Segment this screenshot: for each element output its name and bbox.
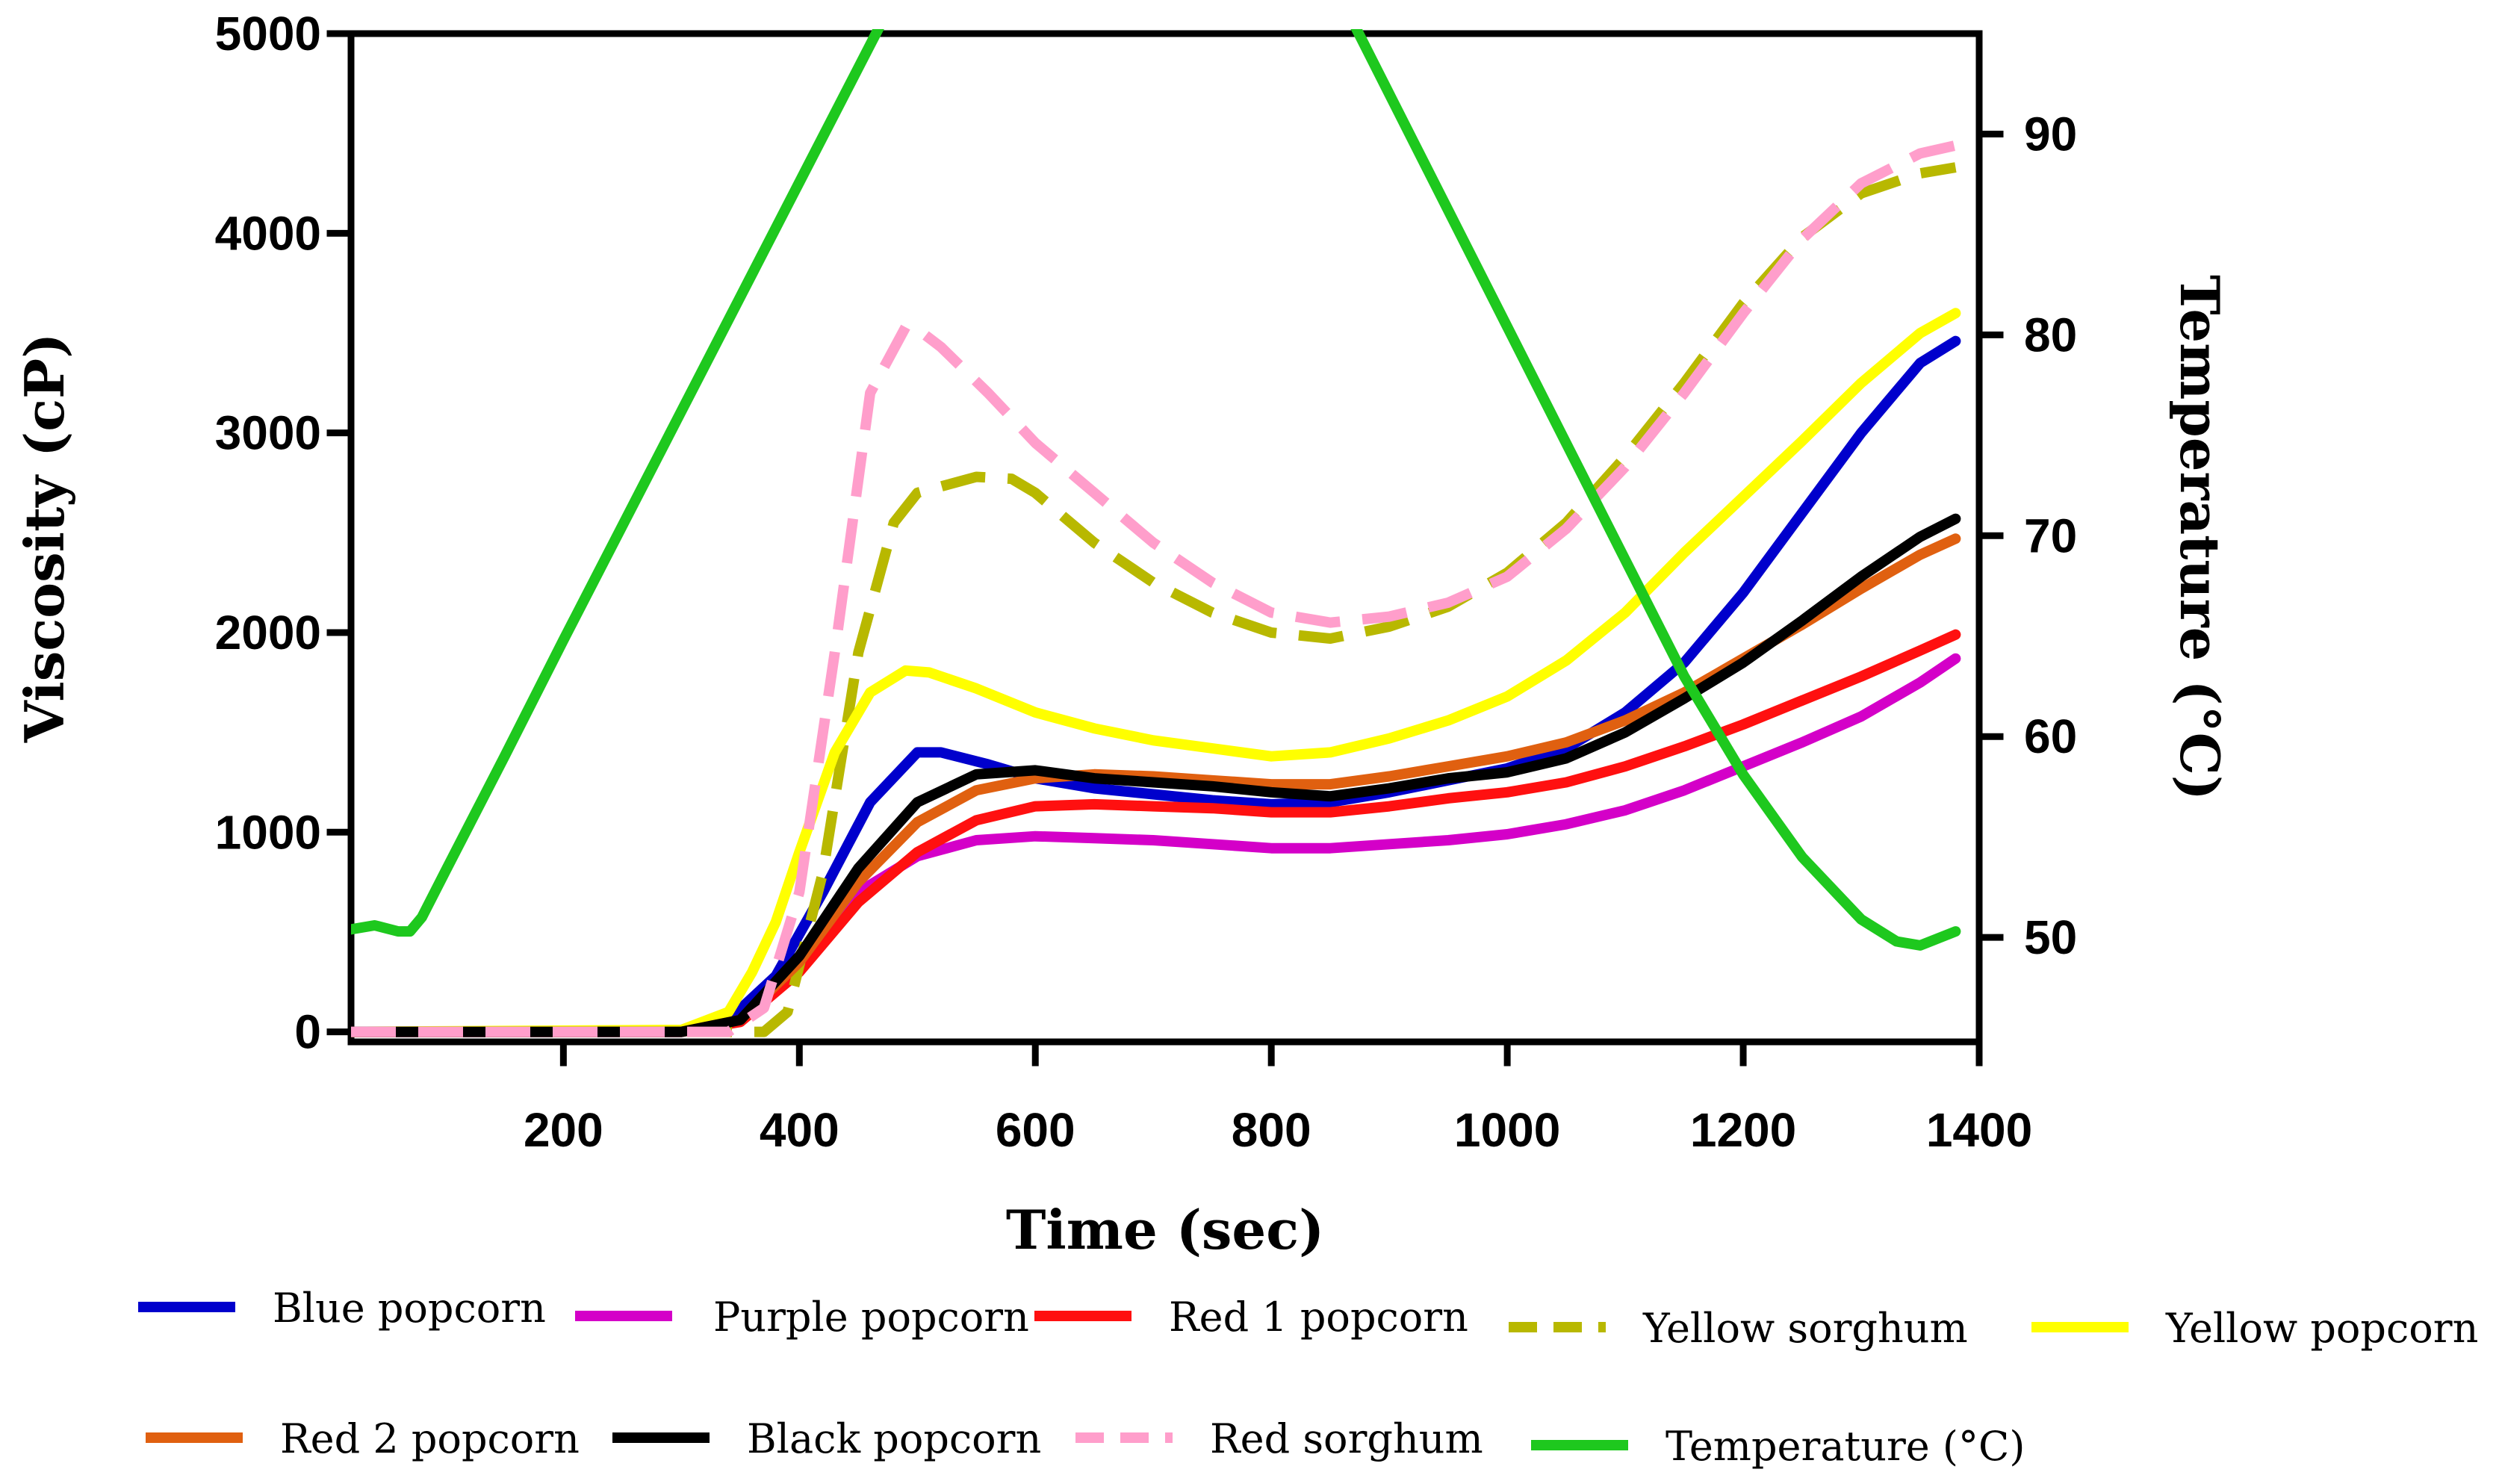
legend-label-purple-popcorn: Purple popcorn [713, 1294, 1029, 1341]
right-y-axis-title: Temperature (°C) [2168, 275, 2232, 801]
x-tick-label: 800 [1232, 1103, 1311, 1157]
series-line-red-1-popcorn [351, 629, 1961, 1037]
series-lines [351, 29, 1961, 1037]
legend-label-black-popcorn: Black popcorn [747, 1415, 1041, 1462]
x-tick-label: 1400 [1926, 1103, 2032, 1157]
left-y-tick-label: 3000 [215, 406, 321, 460]
series-group [351, 29, 1961, 1037]
x-axis-title: Time (sec) [1006, 1198, 1324, 1261]
right-y-tick-label: 90 [2024, 107, 2077, 161]
legend-label-red-2-popcorn: Red 2 popcorn [280, 1415, 580, 1462]
series-line-blue-popcorn [351, 335, 1961, 1037]
axis-labels: Time (sec) Viscosity (cP) Temperature (°… [13, 275, 2232, 1261]
x-tick-label: 200 [524, 1103, 603, 1157]
legend-label-red-sorghum: Red sorghum [1210, 1415, 1483, 1462]
series-line-yellow-popcorn [351, 308, 1961, 1037]
series-line-yellow-sorghum [351, 162, 1957, 1037]
legend: Blue popcorn Purple popcorn Red 1 popcorn Y… [138, 1285, 2478, 1470]
x-tick-label: 1000 [1454, 1103, 1560, 1157]
left-y-tick-label: 2000 [215, 606, 321, 659]
legend-label-yellow-sorghum: Yellow sorghum [1642, 1305, 1968, 1352]
left-y-tick-label: 4000 [215, 206, 321, 260]
right-y-tick-label: 80 [2024, 308, 2077, 361]
left-y-tick-label: 5000 [215, 7, 321, 60]
series-line-temperature-c [351, 29, 1961, 951]
series-line-purple-popcorn [351, 653, 1961, 1037]
left-y-tick-label: 0 [294, 1005, 321, 1059]
legend-label-blue-popcorn: Blue popcorn [273, 1285, 546, 1332]
legend-label-yellow-popcorn: Yellow popcorn [2165, 1305, 2478, 1352]
x-tick-label: 600 [996, 1103, 1075, 1157]
x-tick-label: 1200 [1690, 1103, 1796, 1157]
legend-label-temperature-c: Temperature (°C) [1666, 1423, 2025, 1470]
axes: 200 400 600 800 1000 1200 1400 0 1000 2000 3000 400… [215, 7, 2078, 1157]
right-y-tick-label: 50 [2024, 910, 2077, 964]
left-y-axis-title: Viscosity (cP) [13, 333, 76, 744]
left-y-tick-label: 1000 [215, 805, 321, 859]
series-line-red-sorghum [351, 140, 1957, 1037]
x-tick-label: 400 [760, 1103, 839, 1157]
series-line-black-popcorn [351, 513, 1961, 1037]
legend-label-red-1-popcorn: Red 1 popcorn [1169, 1294, 1468, 1341]
right-y-tick-label: 70 [2024, 509, 2077, 562]
right-y-tick-label: 60 [2024, 710, 2077, 763]
